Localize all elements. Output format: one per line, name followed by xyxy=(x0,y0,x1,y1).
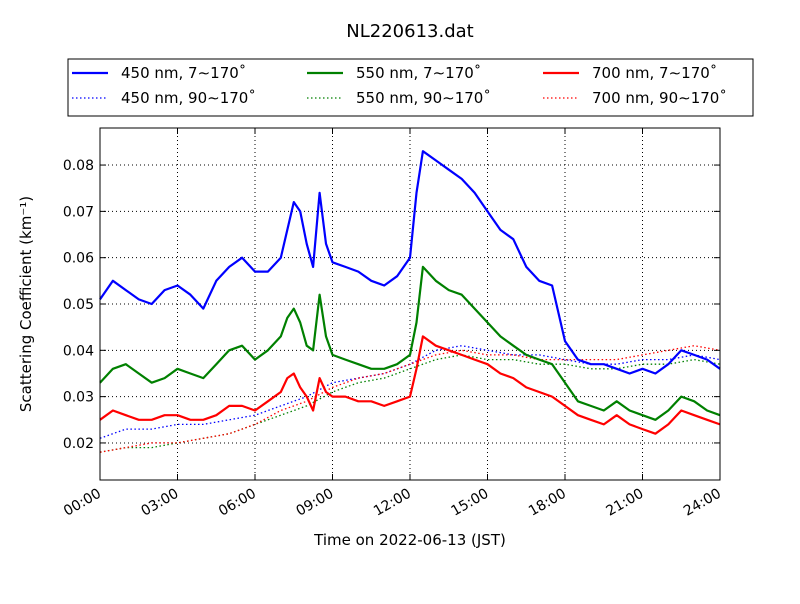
y-tick-label: 0.06 xyxy=(63,251,94,267)
y-tick-label: 0.02 xyxy=(63,436,94,452)
series-line xyxy=(99,345,721,439)
grid-layer xyxy=(100,128,720,480)
series-layer xyxy=(99,150,721,453)
legend-label: 700 nm, 7∼170˚ xyxy=(592,64,717,82)
legend-box xyxy=(67,58,754,117)
legend-label: 450 nm, 90∼170˚ xyxy=(121,89,256,107)
series-line xyxy=(99,265,721,421)
y-tick-label: 0.04 xyxy=(63,343,94,359)
legend-items: 450 nm, 7∼170˚ 450 nm, 90∼170˚ 550 nm, 7∼1… xyxy=(72,64,727,107)
legend: 450 nm, 7∼170˚ 450 nm, 90∼170˚ 550 nm, 7∼1… xyxy=(67,58,754,117)
series-line xyxy=(99,345,721,453)
y-tick-label: 0.03 xyxy=(63,390,94,406)
legend-label: 550 nm, 90∼170˚ xyxy=(356,89,491,107)
legend-label: 550 nm, 7∼170˚ xyxy=(356,64,481,82)
chart-title: NL220613.dat xyxy=(346,21,473,42)
y-tick-label: 0.05 xyxy=(63,297,94,313)
series-line xyxy=(99,150,721,375)
x-axis-label: Time on 2022-06-13 (JST) xyxy=(313,531,506,549)
y-axis-label: Scattering Coefficient (km⁻¹) xyxy=(17,196,35,412)
y-tick-label: 0.07 xyxy=(63,204,94,220)
legend-label: 700 nm, 90∼170˚ xyxy=(592,89,727,107)
series-line xyxy=(99,335,721,435)
y-tick-label: 0.08 xyxy=(63,158,94,174)
legend-label: 450 nm, 7∼170˚ xyxy=(121,64,246,82)
